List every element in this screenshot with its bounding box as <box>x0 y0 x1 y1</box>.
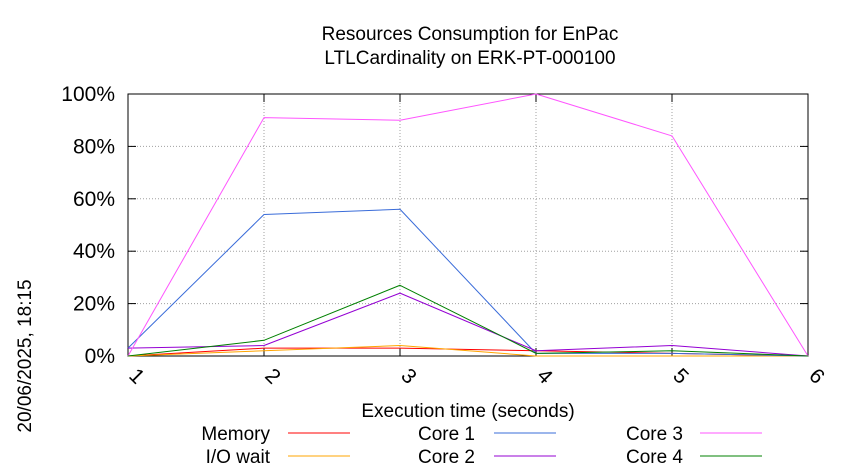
x-axis-label: Execution time (seconds) <box>361 401 574 422</box>
chart-subtitle: LTLCardinality on ERK-PT-000100 <box>324 48 615 69</box>
series-line-i-o-wait <box>127 345 808 357</box>
x-tick-label: 6 <box>804 364 829 389</box>
y-tick-label: 0% <box>85 345 115 368</box>
y-tick-label: 60% <box>73 188 115 211</box>
series-line-core-2 <box>127 292 809 357</box>
legend-label: Core 2 <box>418 447 475 468</box>
series-line-core-1 <box>127 208 809 357</box>
legend-label: I/O wait <box>206 447 271 468</box>
series-line-core-4 <box>127 284 809 357</box>
plot-frame <box>127 93 809 357</box>
y-tick-label: 100% <box>61 83 115 106</box>
x-tick-label: 4 <box>532 364 557 389</box>
timestamp-label: 20/06/2025, 18:15 <box>15 279 36 432</box>
y-tick-label: 20% <box>73 293 115 316</box>
series-lines <box>127 93 809 357</box>
y-tick-label: 40% <box>73 240 115 263</box>
legend-label: Core 1 <box>418 424 475 445</box>
legend-label: Core 4 <box>626 447 683 468</box>
chart-title: Resources Consumption for EnPac <box>322 24 619 45</box>
grid-lines <box>128 94 808 356</box>
x-tick-label: 1 <box>124 364 149 389</box>
x-tick-label: 2 <box>260 364 285 389</box>
plot-border <box>127 93 809 357</box>
legend-label: Memory <box>201 424 270 445</box>
legend-label: Core 3 <box>626 424 683 445</box>
x-tick-label: 3 <box>396 364 421 389</box>
y-tick-label: 80% <box>73 135 115 158</box>
series-line-core-3 <box>127 93 809 357</box>
tick-labels: 0% 20% 40% 60% 80% 100% 1 2 3 4 5 6 <box>61 83 829 389</box>
x-tick-label: 5 <box>668 364 693 389</box>
